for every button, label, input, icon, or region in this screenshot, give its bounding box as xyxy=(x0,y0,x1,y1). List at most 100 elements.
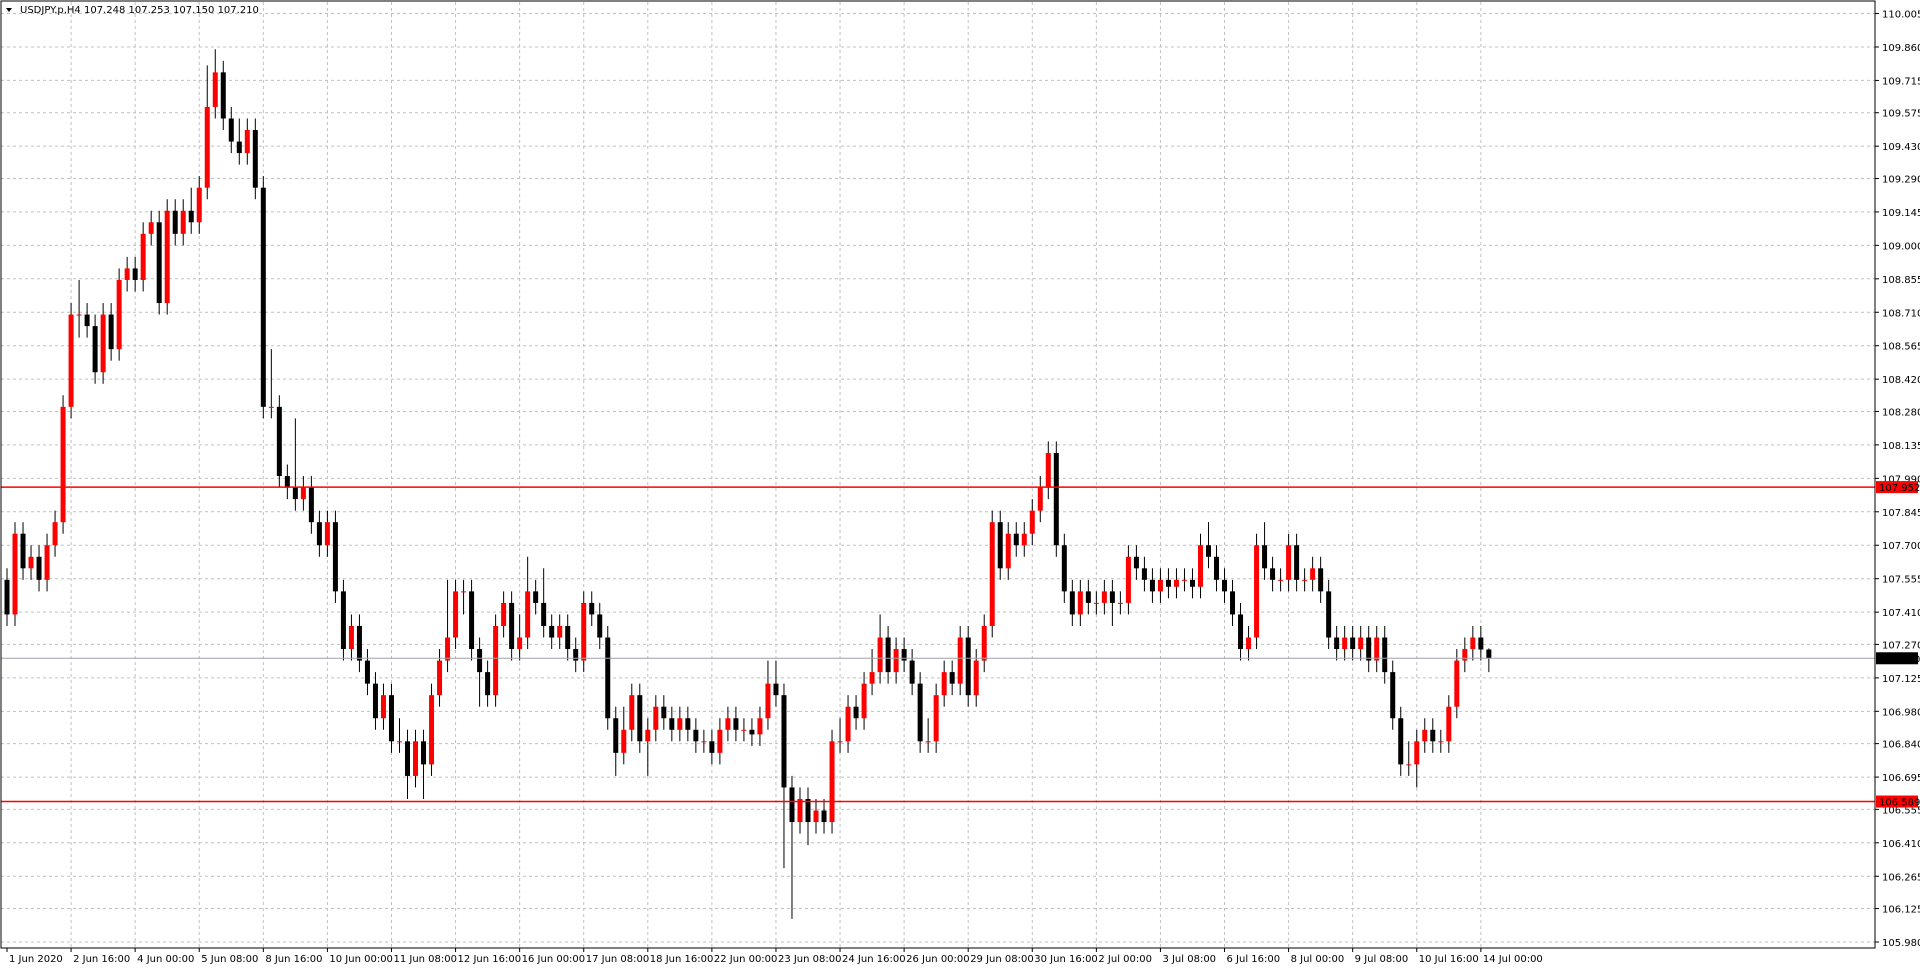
candle-body xyxy=(388,695,394,742)
candle-body xyxy=(437,660,443,696)
x-tick-label: 3 Jul 08:00 xyxy=(1162,954,1216,965)
x-tick-label: 11 Jun 08:00 xyxy=(393,954,457,965)
y-tick-label: 107.270 xyxy=(1882,640,1920,651)
price-label: 107.210 xyxy=(1879,654,1920,665)
candle-body xyxy=(204,106,210,188)
x-tick-label: 10 Jun 00:00 xyxy=(329,954,393,965)
candle-body xyxy=(1478,637,1484,650)
candle-body xyxy=(372,683,378,719)
axes: 110.005 109.860 109.715 109.575 109.430 109.2… xyxy=(6,10,1920,965)
candle-body xyxy=(853,706,859,719)
candle-body xyxy=(517,637,523,650)
y-tick-label: 108.855 xyxy=(1882,275,1920,286)
candle-body xyxy=(1214,556,1220,580)
x-tick-label: 22 Jun 00:00 xyxy=(714,954,778,965)
candle-body xyxy=(501,602,507,626)
candle-body xyxy=(965,637,971,696)
y-tick-label: 109.430 xyxy=(1882,142,1920,153)
candle-body xyxy=(1013,533,1019,546)
candle-body xyxy=(156,222,162,304)
candle-body xyxy=(1254,545,1260,638)
candle-body xyxy=(1462,649,1468,661)
level-label: 106.589 xyxy=(1879,798,1920,809)
level-label-bg xyxy=(1876,481,1918,494)
candle-body xyxy=(837,741,843,743)
candle-body xyxy=(1037,487,1043,511)
candle-body xyxy=(340,591,346,650)
y-tick-label: 106.125 xyxy=(1882,905,1920,916)
candle-body xyxy=(589,602,595,615)
candle-body xyxy=(1358,637,1364,650)
x-tick-label: 10 Jul 16:00 xyxy=(1419,954,1479,965)
candle-body xyxy=(1486,649,1492,659)
candle-body xyxy=(292,487,298,500)
candle-body xyxy=(108,314,114,350)
candle-body xyxy=(949,672,955,684)
y-tick-label: 107.125 xyxy=(1882,674,1920,685)
candle-body xyxy=(300,487,306,500)
candle-body xyxy=(733,718,739,730)
y-tick-label: 109.290 xyxy=(1882,174,1920,185)
candle-body xyxy=(781,695,787,788)
candle-body xyxy=(100,314,106,373)
y-tick-label: 106.555 xyxy=(1882,805,1920,816)
candle-body xyxy=(1077,591,1083,615)
candle-body xyxy=(1454,660,1460,707)
y-tick-label: 109.860 xyxy=(1882,43,1920,54)
chart-header: USDJPY.p,H4 107.248 107.253 107.150 107.… xyxy=(20,5,259,16)
candle-body xyxy=(348,625,354,650)
candle-body xyxy=(324,522,330,546)
x-tick-label: 8 Jun 16:00 xyxy=(265,954,322,965)
candle-body xyxy=(1197,545,1203,587)
candle-body xyxy=(493,625,499,696)
candle-body xyxy=(356,625,362,661)
candle-body xyxy=(981,625,987,661)
x-tick-label: 12 Jun 16:00 xyxy=(458,954,522,965)
candle-body xyxy=(405,741,410,776)
candle-body xyxy=(1238,614,1244,650)
candle-body xyxy=(909,660,915,684)
candle-body xyxy=(685,718,691,730)
x-tick-label: 29 Jun 08:00 xyxy=(970,954,1034,965)
candle-body xyxy=(1206,545,1211,557)
candle-body xyxy=(236,141,242,154)
x-tick-label: 2 Jun 16:00 xyxy=(73,954,130,965)
candle-body xyxy=(525,591,531,638)
candle-body xyxy=(989,522,995,626)
candle-body xyxy=(20,533,26,569)
candle-body xyxy=(1342,637,1348,650)
candle-body xyxy=(1061,545,1067,592)
candle-body xyxy=(196,187,202,223)
candle-body xyxy=(396,741,402,743)
candle-body xyxy=(252,130,258,188)
candle-body xyxy=(132,268,138,280)
candle-body xyxy=(757,718,763,735)
y-tick-label: 108.565 xyxy=(1882,342,1920,353)
candle-body xyxy=(701,741,707,743)
x-tick-label: 14 Jul 00:00 xyxy=(1483,954,1543,965)
x-tick-label: 26 Jun 00:00 xyxy=(906,954,970,965)
candle-body xyxy=(1446,706,1452,742)
candle-body xyxy=(941,672,947,696)
candle-body xyxy=(60,406,66,523)
candle-body xyxy=(268,406,274,408)
candle-body xyxy=(36,556,42,580)
candle-body xyxy=(821,810,827,823)
candle-body xyxy=(1278,579,1284,581)
candle-body xyxy=(1173,579,1179,587)
candles xyxy=(1,49,1875,919)
candle-body xyxy=(997,522,1003,569)
candle-body xyxy=(1230,591,1236,615)
candle-body xyxy=(653,706,659,730)
candle-body xyxy=(44,545,50,580)
candle-body xyxy=(228,118,234,142)
y-tick-label: 110.005 xyxy=(1882,10,1920,21)
y-tick-label: 107.700 xyxy=(1882,541,1920,552)
candle-body xyxy=(933,695,939,742)
candle-body xyxy=(1069,591,1075,615)
candle-body xyxy=(445,637,451,661)
candle-body xyxy=(1093,602,1099,604)
candle-body xyxy=(1286,545,1292,580)
candle-body xyxy=(1398,718,1404,765)
